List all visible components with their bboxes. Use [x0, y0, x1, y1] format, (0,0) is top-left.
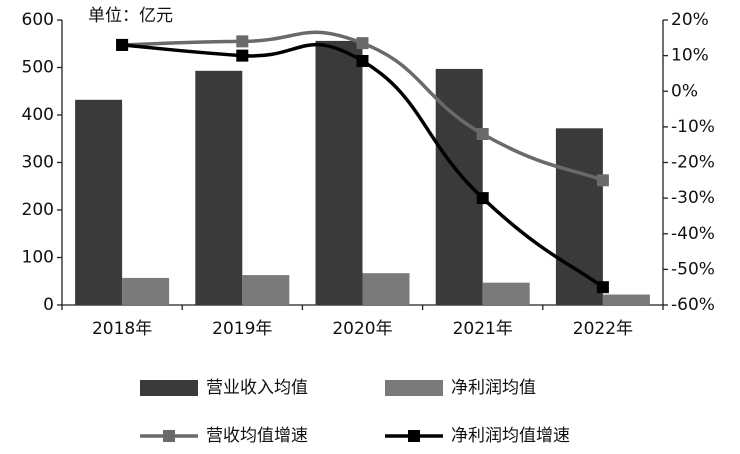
legend-swatch [140, 380, 198, 396]
x-tick-label: 2022年 [573, 319, 633, 339]
x-tick-label: 2018年 [92, 319, 152, 339]
y2-tick-label: -60% [671, 295, 715, 315]
x-tick-label: 2019年 [212, 319, 272, 339]
x-tick-label: 2020年 [332, 319, 392, 339]
marker [596, 281, 609, 294]
y2-tick-label: 0% [671, 81, 698, 101]
y2-tick-label: -30% [671, 188, 715, 208]
y-tick-label: 300 [22, 153, 54, 173]
legend-label: 净利润均值 [451, 378, 536, 398]
y-tick-label: 100 [22, 248, 54, 268]
y2-tick-label: 20% [671, 10, 709, 30]
y-tick-label: 600 [22, 10, 54, 30]
x-tick-label: 2021年 [453, 319, 513, 339]
legend-label: 净利润均值增速 [451, 426, 570, 446]
bar [195, 70, 243, 305]
unit-label: 单位：亿元 [88, 6, 173, 26]
marker [236, 49, 249, 62]
bar [242, 275, 290, 305]
bar [602, 294, 650, 305]
legend-marker [408, 430, 420, 442]
y-tick-label: 0 [43, 295, 54, 315]
marker [596, 174, 609, 187]
y2-tick-label: -20% [671, 153, 715, 173]
y-tick-label: 200 [22, 200, 54, 220]
legend-label: 营业收入均值 [206, 378, 308, 398]
legend-label: 营收均值增速 [206, 426, 308, 446]
bar [435, 68, 483, 305]
y-tick-label: 500 [22, 58, 54, 78]
bar [362, 273, 410, 305]
marker [476, 192, 489, 205]
bar [315, 40, 363, 306]
y-tick-label: 400 [22, 105, 54, 125]
marker [476, 128, 489, 140]
marker [356, 37, 369, 50]
y2-tick-label: -50% [671, 259, 715, 279]
marker [236, 35, 249, 48]
legend-swatch [385, 380, 443, 396]
y2-tick-label: 10% [671, 46, 709, 66]
marker [356, 54, 369, 67]
line [121, 42, 604, 289]
bar [482, 282, 530, 305]
y2-tick-label: -10% [671, 117, 715, 137]
legend-marker [163, 430, 175, 442]
bar [555, 128, 603, 305]
y2-tick-label: -40% [671, 224, 715, 244]
bar [75, 99, 123, 305]
marker [116, 38, 129, 51]
bar [122, 277, 170, 305]
